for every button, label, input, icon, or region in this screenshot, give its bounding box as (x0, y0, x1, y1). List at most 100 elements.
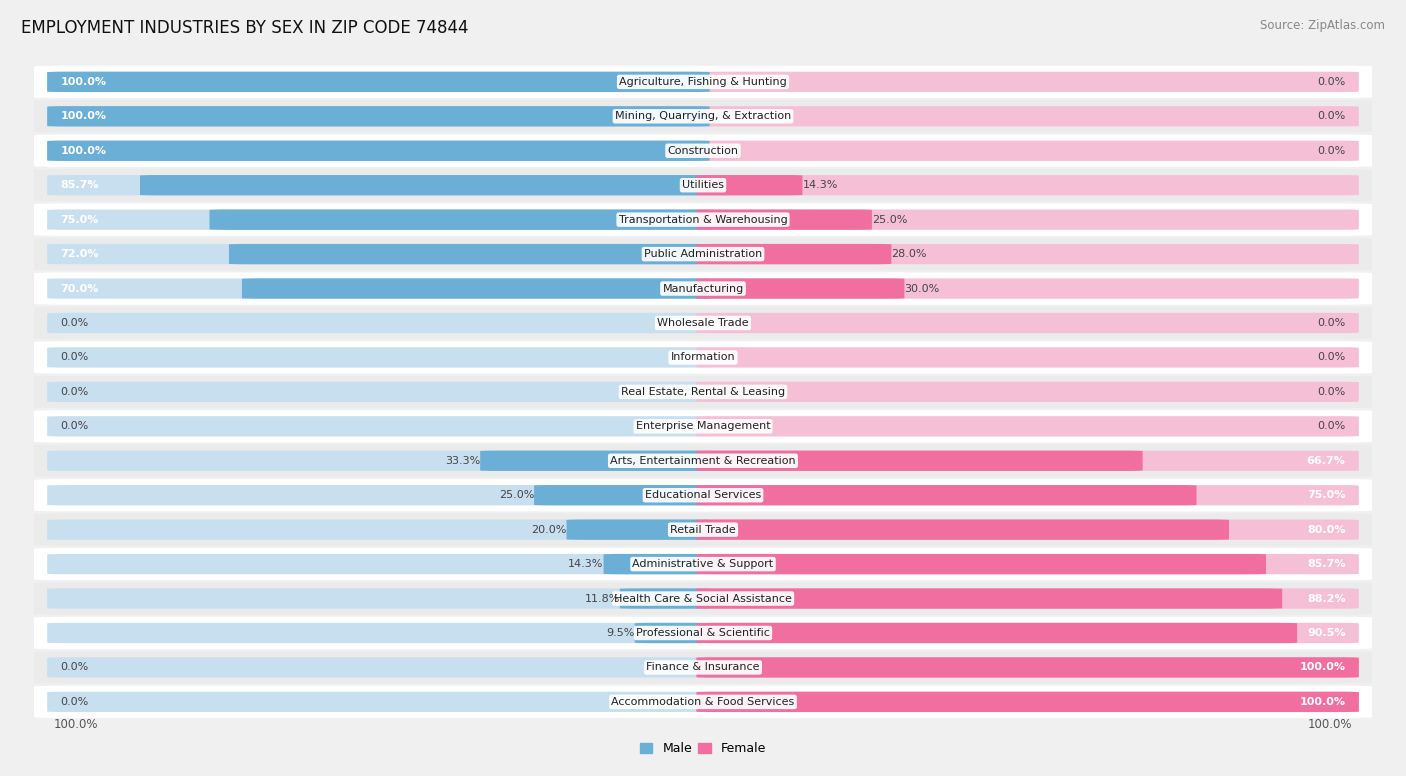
Text: EMPLOYMENT INDUSTRIES BY SEX IN ZIP CODE 74844: EMPLOYMENT INDUSTRIES BY SEX IN ZIP CODE… (21, 19, 468, 37)
FancyBboxPatch shape (48, 691, 710, 712)
FancyBboxPatch shape (141, 175, 710, 196)
FancyBboxPatch shape (34, 582, 1372, 615)
FancyBboxPatch shape (696, 691, 1358, 712)
Text: 28.0%: 28.0% (891, 249, 927, 259)
FancyBboxPatch shape (696, 485, 1358, 505)
FancyBboxPatch shape (696, 485, 1197, 505)
Text: 0.0%: 0.0% (1317, 111, 1346, 121)
Text: 85.7%: 85.7% (60, 180, 98, 190)
Text: 11.8%: 11.8% (585, 594, 620, 604)
FancyBboxPatch shape (209, 210, 710, 230)
Text: Enterprise Management: Enterprise Management (636, 421, 770, 431)
Text: 70.0%: 70.0% (60, 283, 98, 293)
FancyBboxPatch shape (48, 210, 710, 230)
FancyBboxPatch shape (534, 485, 710, 505)
FancyBboxPatch shape (696, 210, 1358, 230)
FancyBboxPatch shape (48, 657, 710, 677)
Text: 100.0%: 100.0% (53, 718, 98, 731)
FancyBboxPatch shape (34, 100, 1372, 133)
Text: 20.0%: 20.0% (531, 525, 567, 535)
Text: 25.0%: 25.0% (872, 215, 907, 225)
Text: 0.0%: 0.0% (60, 663, 89, 673)
FancyBboxPatch shape (34, 272, 1372, 305)
FancyBboxPatch shape (34, 238, 1372, 270)
Text: 0.0%: 0.0% (60, 352, 89, 362)
FancyBboxPatch shape (696, 691, 1358, 712)
Text: Agriculture, Fishing & Hunting: Agriculture, Fishing & Hunting (619, 77, 787, 87)
Text: 85.7%: 85.7% (1308, 559, 1346, 569)
FancyBboxPatch shape (696, 244, 891, 265)
Text: 0.0%: 0.0% (1317, 387, 1346, 397)
FancyBboxPatch shape (696, 554, 1265, 574)
Text: Professional & Scientific: Professional & Scientific (636, 628, 770, 638)
FancyBboxPatch shape (696, 348, 1358, 368)
FancyBboxPatch shape (696, 588, 1358, 608)
Text: 9.5%: 9.5% (606, 628, 634, 638)
Text: 66.7%: 66.7% (1306, 456, 1346, 466)
Text: Manufacturing: Manufacturing (662, 283, 744, 293)
FancyBboxPatch shape (242, 279, 710, 299)
Text: 75.0%: 75.0% (60, 215, 98, 225)
FancyBboxPatch shape (48, 175, 710, 196)
FancyBboxPatch shape (48, 313, 710, 333)
FancyBboxPatch shape (34, 548, 1372, 580)
FancyBboxPatch shape (34, 134, 1372, 167)
Text: 33.3%: 33.3% (444, 456, 481, 466)
FancyBboxPatch shape (48, 140, 710, 161)
FancyBboxPatch shape (48, 588, 710, 608)
Text: Retail Trade: Retail Trade (671, 525, 735, 535)
Text: 0.0%: 0.0% (60, 387, 89, 397)
Text: 25.0%: 25.0% (499, 490, 534, 501)
Text: Source: ZipAtlas.com: Source: ZipAtlas.com (1260, 19, 1385, 33)
Text: 100.0%: 100.0% (60, 111, 107, 121)
FancyBboxPatch shape (34, 617, 1372, 650)
FancyBboxPatch shape (696, 519, 1358, 540)
FancyBboxPatch shape (34, 479, 1372, 511)
FancyBboxPatch shape (34, 651, 1372, 684)
Text: 72.0%: 72.0% (60, 249, 98, 259)
Text: 0.0%: 0.0% (1317, 421, 1346, 431)
Text: 14.3%: 14.3% (803, 180, 838, 190)
Text: 80.0%: 80.0% (1308, 525, 1346, 535)
FancyBboxPatch shape (48, 71, 710, 92)
FancyBboxPatch shape (696, 382, 1358, 402)
FancyBboxPatch shape (696, 519, 1229, 540)
FancyBboxPatch shape (696, 71, 1358, 92)
FancyBboxPatch shape (48, 623, 710, 643)
FancyBboxPatch shape (48, 348, 710, 368)
Text: Mining, Quarrying, & Extraction: Mining, Quarrying, & Extraction (614, 111, 792, 121)
FancyBboxPatch shape (34, 66, 1372, 98)
FancyBboxPatch shape (696, 623, 1358, 643)
FancyBboxPatch shape (48, 554, 710, 574)
FancyBboxPatch shape (696, 210, 872, 230)
Text: Educational Services: Educational Services (645, 490, 761, 501)
FancyBboxPatch shape (696, 244, 1358, 265)
Text: Transportation & Warehousing: Transportation & Warehousing (619, 215, 787, 225)
Text: Public Administration: Public Administration (644, 249, 762, 259)
Text: Wholesale Trade: Wholesale Trade (657, 318, 749, 328)
FancyBboxPatch shape (696, 106, 1358, 126)
FancyBboxPatch shape (481, 451, 710, 471)
Text: 0.0%: 0.0% (1317, 146, 1346, 156)
Text: 0.0%: 0.0% (60, 318, 89, 328)
FancyBboxPatch shape (696, 657, 1358, 677)
FancyBboxPatch shape (567, 519, 710, 540)
Text: 88.2%: 88.2% (1308, 594, 1346, 604)
FancyBboxPatch shape (603, 554, 710, 574)
Text: 100.0%: 100.0% (1308, 718, 1353, 731)
Text: 0.0%: 0.0% (60, 421, 89, 431)
Text: Finance & Insurance: Finance & Insurance (647, 663, 759, 673)
FancyBboxPatch shape (696, 175, 1358, 196)
FancyBboxPatch shape (48, 279, 710, 299)
Text: 100.0%: 100.0% (1299, 697, 1346, 707)
Text: 30.0%: 30.0% (904, 283, 939, 293)
FancyBboxPatch shape (229, 244, 710, 265)
FancyBboxPatch shape (696, 279, 1358, 299)
FancyBboxPatch shape (696, 279, 904, 299)
FancyBboxPatch shape (34, 341, 1372, 373)
Text: Utilities: Utilities (682, 180, 724, 190)
FancyBboxPatch shape (48, 244, 710, 265)
FancyBboxPatch shape (34, 203, 1372, 236)
FancyBboxPatch shape (34, 445, 1372, 477)
FancyBboxPatch shape (696, 175, 803, 196)
